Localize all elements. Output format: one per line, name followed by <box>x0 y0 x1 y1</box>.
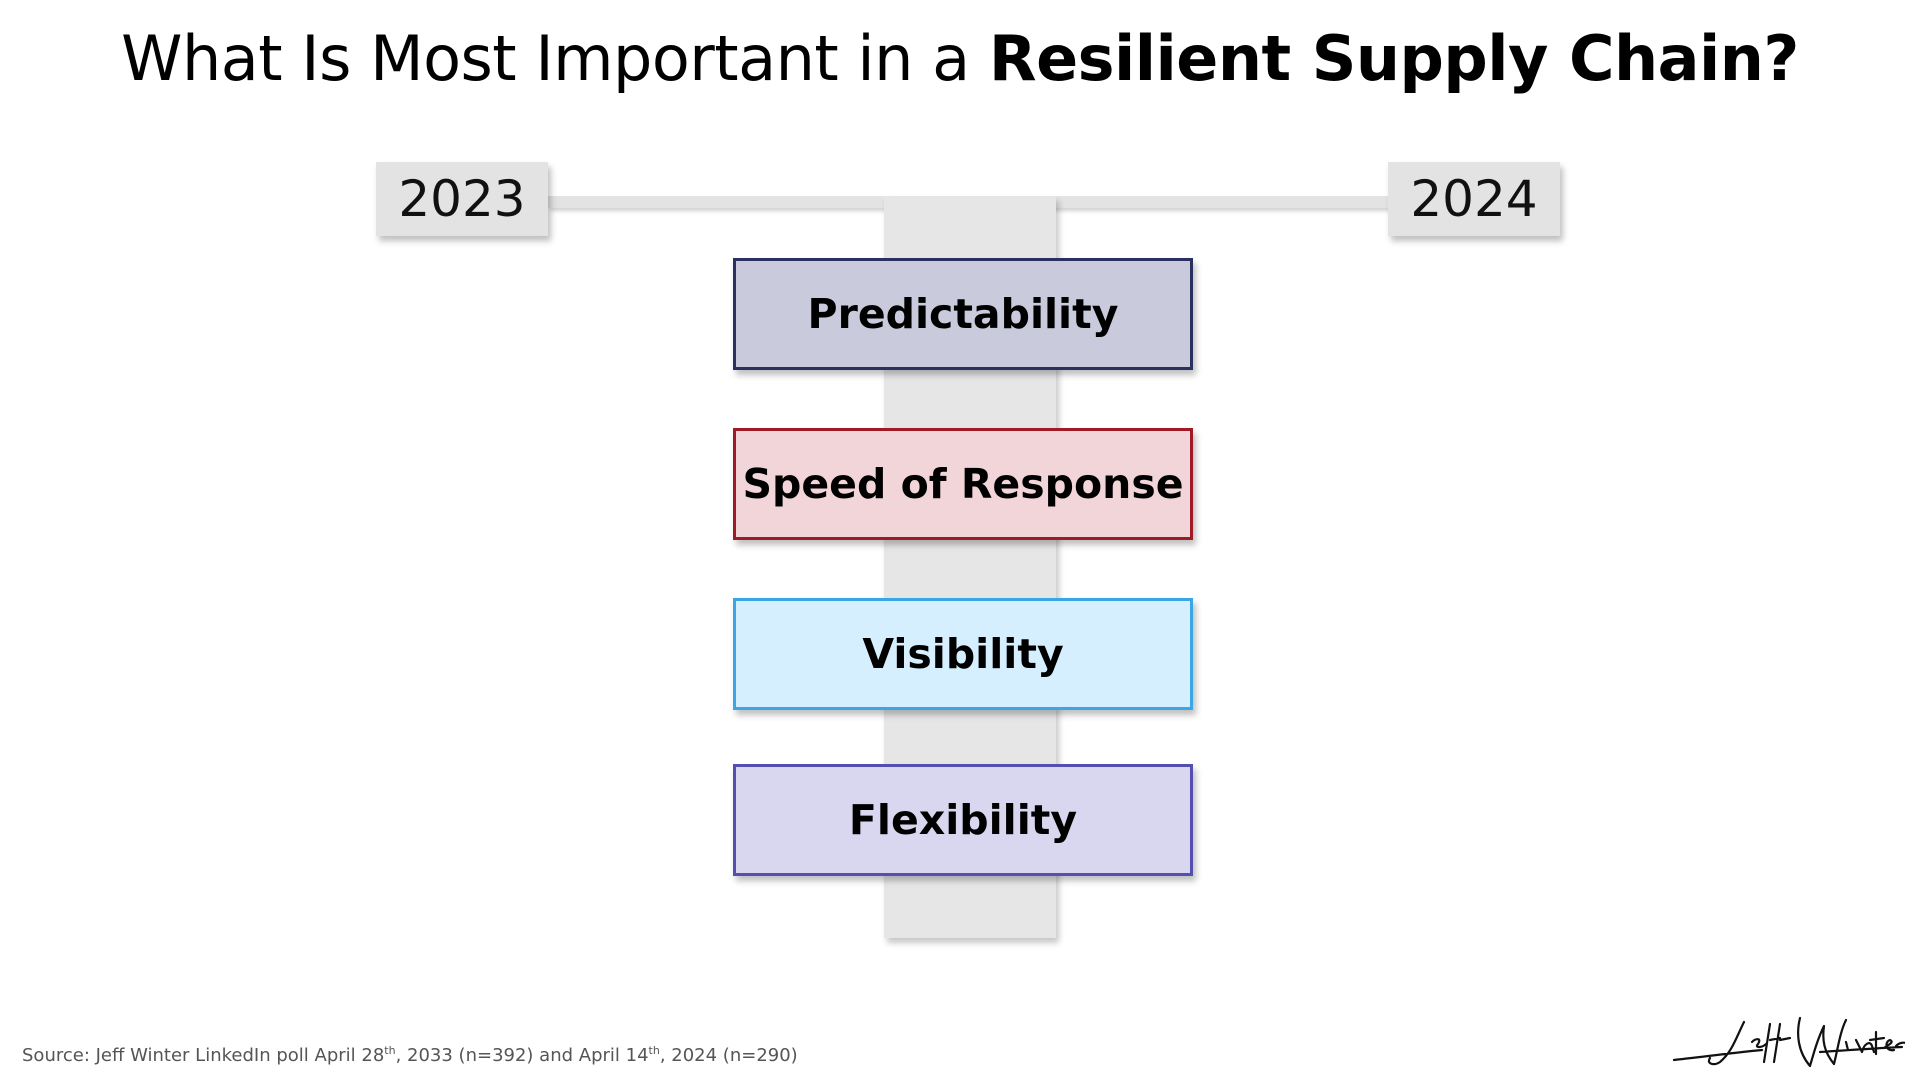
source-sup-1: th <box>384 1044 396 1057</box>
source-part-1: Source: Jeff Winter LinkedIn poll April … <box>22 1045 385 1066</box>
title-bold: Resilient Supply Chain? <box>988 22 1800 95</box>
source-part-3: , 2024 (n=290) <box>659 1045 798 1066</box>
source-sup-2: th <box>648 1044 660 1057</box>
source-part-2: , 2033 (n=392) and April 14 <box>395 1045 649 1066</box>
title-regular: What Is Most Important in a <box>121 22 989 95</box>
page-title: What Is Most Important in a Resilient Su… <box>0 22 1920 95</box>
item-visibility: Visibility <box>733 598 1193 710</box>
year-label-2024: 2024 <box>1388 162 1560 236</box>
signature-logo <box>1672 1016 1905 1068</box>
item-speed-of-response: Speed of Response <box>733 428 1193 540</box>
year-label-2023: 2023 <box>376 162 548 236</box>
item-flexibility: Flexibility <box>733 764 1193 876</box>
item-predictability: Predictability <box>733 258 1193 370</box>
source-note: Source: Jeff Winter LinkedIn poll April … <box>22 1044 798 1066</box>
